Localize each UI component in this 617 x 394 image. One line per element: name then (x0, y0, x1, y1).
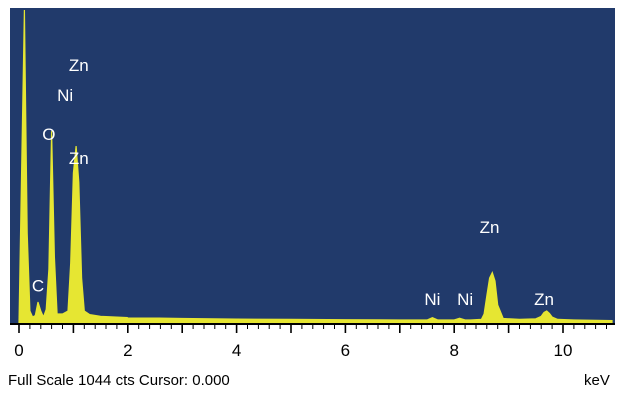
peak-label-zn: Zn (69, 56, 89, 75)
peak-label-o: O (42, 125, 55, 144)
x-tick-label: 10 (554, 341, 573, 360)
peak-label-zn: Zn (534, 290, 554, 309)
spectrum-series-0 (18, 9, 613, 324)
peak-label-c: C (32, 277, 44, 296)
x-tick-label: 0 (14, 341, 23, 360)
x-tick-label: 2 (123, 341, 132, 360)
x-axis-unit-label: keV (584, 372, 610, 389)
peak-label-zn: Zn (69, 149, 89, 168)
peak-label-ni: Ni (457, 290, 473, 309)
peak-label-ni: Ni (424, 290, 440, 309)
peak-label-ni: Ni (57, 86, 73, 105)
x-tick-label: 6 (341, 341, 350, 360)
plot-area (10, 8, 615, 324)
status-line: Full Scale 1044 cts Cursor: 0.000 (8, 372, 230, 389)
peak-label-zn: Zn (480, 218, 500, 237)
x-tick-label: 4 (232, 341, 241, 360)
x-tick-label: 8 (449, 341, 458, 360)
